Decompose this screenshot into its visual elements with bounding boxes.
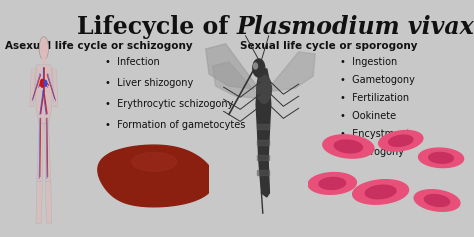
Polygon shape [428, 152, 454, 163]
Text: •  Liver shizogony: • Liver shizogony [105, 78, 193, 88]
Bar [257, 155, 269, 160]
Text: •  Erythrocytic schizogony: • Erythrocytic schizogony [105, 99, 233, 109]
Text: •  Gametogony: • Gametogony [340, 75, 415, 85]
Polygon shape [212, 62, 257, 98]
Polygon shape [419, 148, 464, 168]
Polygon shape [98, 145, 215, 207]
Circle shape [253, 59, 265, 77]
Polygon shape [379, 131, 423, 151]
Text: •  Sporogony: • Sporogony [340, 147, 404, 157]
Polygon shape [37, 123, 43, 182]
Text: •  Fertilization: • Fertilization [340, 93, 409, 103]
Polygon shape [272, 52, 315, 91]
Polygon shape [308, 173, 356, 194]
Polygon shape [319, 178, 346, 189]
Polygon shape [334, 140, 363, 153]
Ellipse shape [40, 79, 44, 87]
Text: Asexual life cycle or schizogony: Asexual life cycle or schizogony [5, 41, 192, 51]
Text: •  Encystment: • Encystment [340, 129, 410, 139]
Circle shape [39, 37, 48, 60]
Bar [42, 50, 46, 62]
Polygon shape [365, 185, 396, 199]
Ellipse shape [257, 75, 272, 103]
Circle shape [254, 63, 257, 69]
Bar [257, 170, 269, 175]
Text: •  Ookinete: • Ookinete [340, 111, 396, 121]
Bar [257, 124, 269, 129]
Polygon shape [414, 190, 460, 211]
Polygon shape [323, 135, 374, 158]
Text: •  Infection: • Infection [105, 57, 160, 67]
Polygon shape [35, 65, 53, 123]
Polygon shape [206, 44, 255, 89]
Polygon shape [53, 68, 58, 107]
Text: Sexual life cycle or sporogony: Sexual life cycle or sporogony [240, 41, 418, 51]
Polygon shape [424, 195, 450, 206]
Bar [257, 140, 269, 145]
Polygon shape [389, 135, 413, 146]
Polygon shape [46, 182, 52, 223]
Polygon shape [30, 68, 35, 107]
Polygon shape [36, 182, 42, 223]
Ellipse shape [44, 80, 47, 86]
Polygon shape [256, 69, 271, 197]
Polygon shape [104, 150, 140, 173]
Text: Plasmodium vivax: Plasmodium vivax [237, 15, 474, 39]
Polygon shape [45, 123, 51, 182]
Polygon shape [353, 180, 409, 204]
Text: Lifecycle of: Lifecycle of [77, 15, 237, 39]
Polygon shape [132, 152, 176, 171]
Text: •  Ingestion: • Ingestion [340, 57, 397, 67]
Text: •  Formation of gametocytes: • Formation of gametocytes [105, 120, 246, 130]
